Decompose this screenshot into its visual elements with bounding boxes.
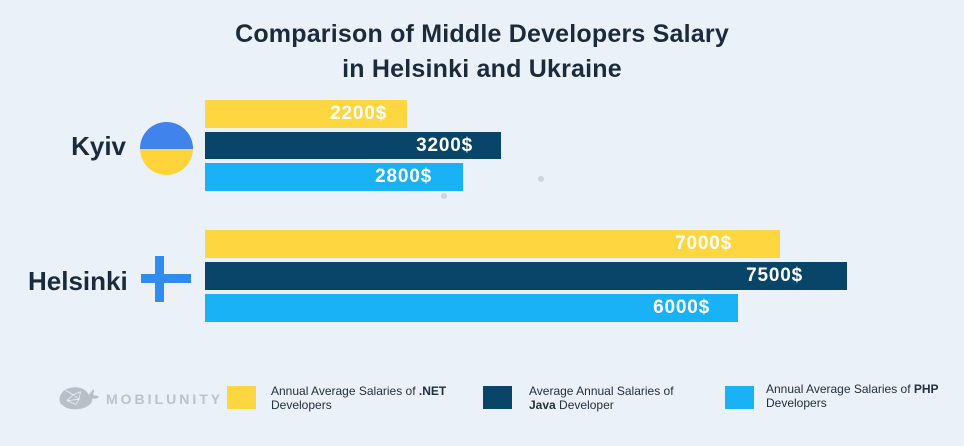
legend-java-line2: Java Developer <box>529 398 614 412</box>
bar-value-kyiv-java: 3200$ <box>416 134 473 156</box>
legend-swatch-net <box>227 386 256 409</box>
bar-helsinki-net: 7000$ <box>205 230 780 258</box>
ukraine-flag-icon <box>140 122 193 175</box>
chart-title-line1: Comparison of Middle Developers Salary <box>235 20 729 48</box>
chart-title: Comparison of Middle Developers Salary i… <box>0 17 964 87</box>
bar-kyiv-net: 2200$ <box>205 100 407 128</box>
legend-swatch-php <box>725 386 754 409</box>
ukraine-flag-yellow-half <box>140 148 193 175</box>
logo-text: MOBILUNITY <box>106 390 224 407</box>
legend-php-line1: Annual Average Salaries of PHP <box>766 382 939 396</box>
legend-label-net: Annual Average Salaries of .NET Develope… <box>271 384 446 412</box>
legend-net-line2: Developers <box>271 398 332 412</box>
legend-label-java: Average Annual Salaries of Java Develope… <box>529 384 674 412</box>
bar-kyiv-java: 3200$ <box>205 132 501 159</box>
bar-value-helsinki-php: 6000$ <box>653 297 710 318</box>
bar-helsinki-php: 6000$ <box>205 294 738 322</box>
whale-icon <box>59 387 100 410</box>
bar-kyiv-php: 2800$ <box>205 163 463 191</box>
legend-label-php: Annual Average Salaries of PHP Developer… <box>766 382 939 410</box>
bar-value-helsinki-net: 7000$ <box>675 233 732 254</box>
legend-php-line2: Developers <box>766 396 827 410</box>
legend-java-line1: Average Annual Salaries of <box>529 384 674 398</box>
row-label-kyiv: Kyiv <box>71 131 126 161</box>
bar-helsinki-java: 7500$ <box>205 262 847 290</box>
decor-dot <box>441 193 447 199</box>
legend-swatch-java <box>483 386 512 409</box>
ukraine-flag-blue-half <box>140 122 193 149</box>
bar-value-helsinki-java: 7500$ <box>746 265 803 286</box>
finland-flag-cross-vertical <box>155 256 164 302</box>
legend-net-line1: Annual Average Salaries of .NET <box>271 384 447 398</box>
mobilunity-logo: MOBILUNITY <box>58 384 223 413</box>
bar-value-kyiv-php: 2800$ <box>375 166 432 187</box>
finland-flag-cross-horizontal <box>141 274 191 283</box>
row-label-helsinki: Helsinki <box>28 266 128 296</box>
decor-dot <box>538 176 544 182</box>
chart-title-line2: in Helsinki and Ukraine <box>342 55 622 83</box>
bar-value-kyiv-net: 2200$ <box>330 103 387 124</box>
